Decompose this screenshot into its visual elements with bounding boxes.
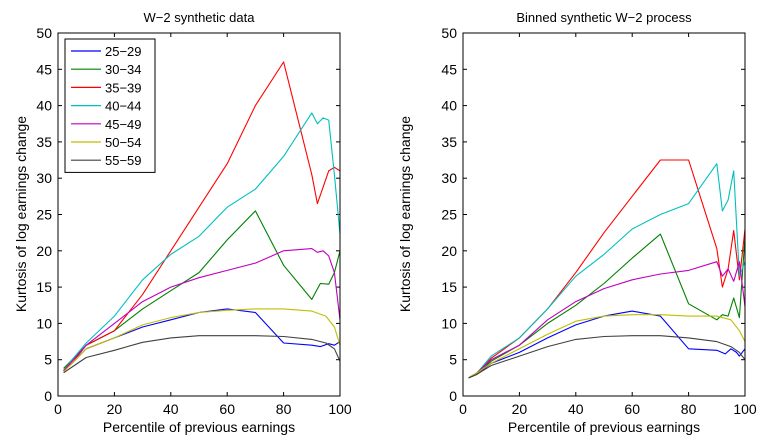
series-line	[63, 61, 341, 372]
x-tick-label: 0	[54, 401, 62, 417]
x-tick-label: 40	[568, 401, 584, 417]
y-tick-label: 50	[36, 25, 52, 41]
x-tick-label: 100	[733, 401, 757, 417]
series-line	[468, 335, 746, 379]
series-line	[63, 308, 341, 373]
series-line	[468, 314, 746, 379]
y-tick-label: 0	[44, 388, 52, 404]
plot-frame	[57, 32, 341, 397]
chart-title: W−2 synthetic data	[144, 10, 256, 25]
x-tick-label: 40	[163, 401, 179, 417]
x-tick-label: 60	[624, 401, 640, 417]
plot-frame	[462, 32, 746, 397]
y-tick-label: 10	[441, 315, 457, 331]
series-line	[63, 210, 341, 369]
series-line	[468, 159, 746, 379]
y-tick-label: 50	[441, 25, 457, 41]
series-line	[468, 310, 746, 379]
y-tick-label: 0	[449, 388, 457, 404]
y-tick-label: 30	[441, 170, 457, 186]
x-tick-label: 60	[219, 401, 235, 417]
series-line	[63, 248, 341, 371]
axis-ticks: 0 20 40 60 80 100 0 5 10 15 20 25 30 35 40 45 50	[36, 25, 351, 417]
legend-label: 50−54	[105, 135, 142, 150]
x-axis-label: Percentile of previous earnings	[508, 419, 700, 435]
y-axis-label: Kurtosis of log earnings change	[13, 116, 29, 312]
legend-label: 55−59	[105, 153, 142, 168]
legend-label: 25−29	[105, 44, 142, 59]
y-axis-label: Kurtosis of log earnings change	[397, 116, 413, 312]
y-tick-label: 25	[441, 207, 457, 223]
y-tick-label: 35	[441, 134, 457, 150]
y-tick-label: 5	[449, 352, 457, 368]
series-line	[63, 308, 341, 372]
series-line	[468, 261, 746, 379]
axis-ticks: 0 20 40 60 80 100 0 5 10 15 20 25 30 35 40 45 50	[441, 25, 756, 417]
x-tick-label: 100	[328, 401, 352, 417]
y-tick-label: 15	[441, 279, 457, 295]
y-tick-label: 20	[441, 243, 457, 259]
legend-label: 45−49	[105, 117, 142, 132]
series-line	[468, 233, 746, 379]
x-tick-label: 20	[107, 401, 123, 417]
y-tick-label: 5	[44, 352, 52, 368]
legend: 25−29 30−34 35−39 40−44 45−49 50−54 55−59	[64, 38, 156, 173]
chart-left: W−2 synthetic data Kurtosis of log earni…	[13, 10, 352, 435]
x-axis-label: Percentile of previous earnings	[103, 419, 295, 435]
chart-title: Binned synthetic W−2 process	[516, 10, 692, 25]
x-tick-label: 20	[512, 401, 528, 417]
y-tick-label: 45	[441, 61, 457, 77]
y-tick-label: 45	[36, 61, 52, 77]
series-group	[468, 159, 746, 379]
chart-right: Binned synthetic W−2 process Kurtosis of…	[397, 10, 757, 435]
series-line	[63, 335, 341, 374]
legend-label: 30−34	[105, 62, 142, 77]
legend-label: 40−44	[105, 99, 142, 114]
y-tick-label: 30	[36, 170, 52, 186]
series-line	[468, 163, 746, 379]
y-tick-label: 10	[36, 315, 52, 331]
x-tick-label: 80	[276, 401, 292, 417]
y-tick-label: 40	[441, 98, 457, 114]
x-tick-label: 80	[681, 401, 697, 417]
legend-label: 35−39	[105, 80, 142, 95]
y-tick-label: 40	[36, 98, 52, 114]
series-line	[63, 112, 341, 371]
y-tick-label: 35	[36, 134, 52, 150]
y-tick-label: 25	[36, 207, 52, 223]
x-tick-label: 0	[459, 401, 467, 417]
y-tick-label: 15	[36, 279, 52, 295]
series-group	[63, 61, 341, 374]
y-tick-label: 20	[36, 243, 52, 259]
